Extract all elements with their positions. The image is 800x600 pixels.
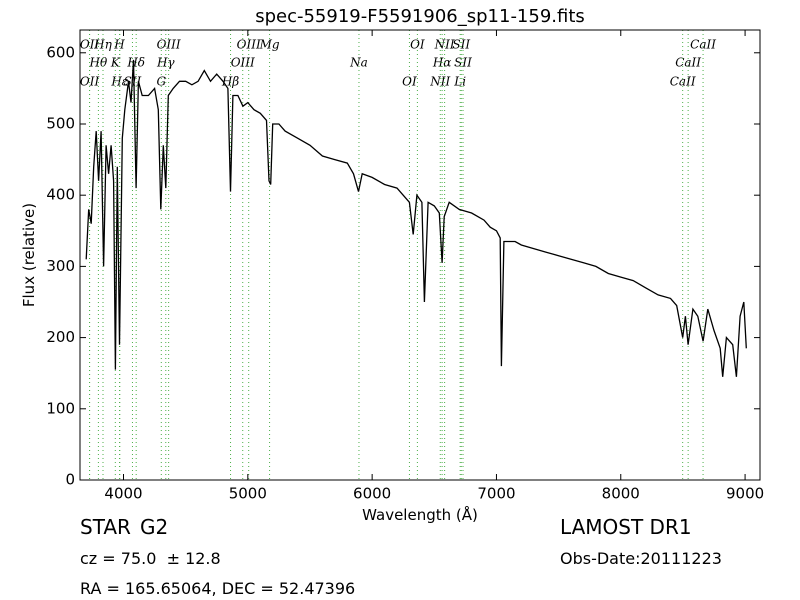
spectral-line-label: Hε — [110, 75, 128, 89]
spectral-line-label: OI — [410, 38, 425, 52]
spectral-line-label: H — [113, 38, 125, 52]
spectral-line-label: NII — [434, 38, 455, 52]
spectrum-line — [85, 59, 747, 377]
y-tick-label: 100 — [46, 399, 75, 417]
obs-date: Obs-Date:20111223 — [560, 549, 722, 568]
spectral-line-label: OII — [80, 38, 100, 52]
plot-frame — [79, 29, 761, 481]
spectral-line-label: CaII — [670, 75, 696, 89]
x-tick-label: 6000 — [353, 485, 391, 503]
star-class: STAR — [80, 515, 131, 539]
spectral-line-label: Hγ — [156, 56, 175, 70]
spectral-line-label: K — [110, 56, 121, 70]
y-tick-label: 200 — [46, 328, 75, 346]
spectral-line-label: CaII — [675, 56, 701, 70]
spectral-line-label: OIII — [237, 38, 261, 52]
spectral-line-label: Na — [349, 56, 368, 70]
y-tick-label: 600 — [46, 43, 75, 61]
x-tick-label: 5000 — [229, 485, 267, 503]
x-tick-label: 8000 — [602, 485, 640, 503]
spectral-line-label: Mg — [259, 38, 280, 52]
y-tick-label: 500 — [46, 114, 75, 132]
y-tick-label: 0 — [65, 471, 75, 489]
spectral-line-label: Hθ — [89, 56, 108, 70]
spectral-line-label: OIII — [157, 38, 181, 52]
spectral-line-label: SII — [454, 56, 472, 70]
spectral-line-label: Hα — [432, 56, 452, 70]
x-axis-label: Wavelength (Å) — [362, 505, 478, 524]
spectral-line-label: Hη — [93, 38, 112, 52]
spectral-line-label: OII — [80, 75, 100, 89]
survey: LAMOST DR1 — [560, 515, 692, 539]
x-tick-label: 9000 — [726, 485, 764, 503]
spectral-line-label: Hδ — [126, 56, 145, 70]
spectral-line-label: OI — [402, 75, 417, 89]
x-tick-label: 4000 — [104, 485, 142, 503]
spectral-line-label: NII — [429, 75, 450, 89]
y-tick-label: 400 — [46, 186, 75, 204]
spectral-line-label: G — [157, 75, 167, 89]
spectral-line-label: OIII — [231, 56, 255, 70]
y-tick-label: 300 — [46, 257, 75, 275]
y-axis-label: Flux (relative) — [20, 203, 38, 307]
chart-title: spec-55919-F5591906_sp11-159.fits — [255, 6, 585, 27]
redshift: cz = 75.0 ± 12.8 — [80, 549, 221, 568]
spectral-line-label: Li — [453, 75, 466, 89]
spectral-line-label: CaII — [690, 38, 716, 52]
star-subclass: G2 — [140, 515, 168, 539]
x-tick-label: 7000 — [477, 485, 515, 503]
spectral-line-label: SII — [452, 38, 470, 52]
coordinates: RA = 165.65064, DEC = 52.47396 — [80, 579, 355, 598]
